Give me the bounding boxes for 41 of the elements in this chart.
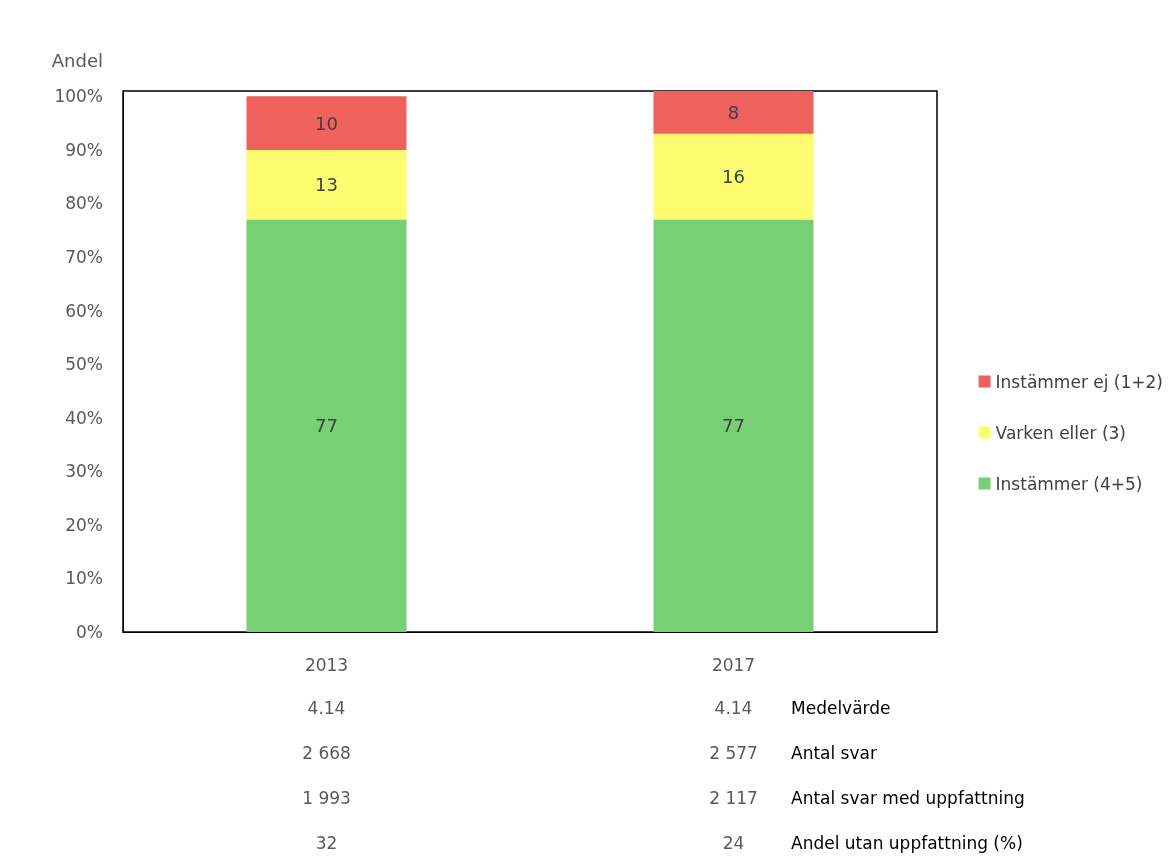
legend-label: Instämmer (4+5) [995, 473, 1143, 494]
bar [653, 219, 814, 632]
data-label: 77 [722, 415, 745, 437]
x-tick-label: 2017 [711, 654, 756, 675]
data-label: 8 [727, 101, 740, 123]
y-tick-label: 100% [54, 86, 103, 107]
legend-label: Instämmer ej (1+2) [995, 371, 1164, 392]
legend-label: Varken eller (3) [995, 422, 1127, 443]
y-tick-label: 20% [65, 514, 103, 535]
data-label: 77 [315, 415, 338, 437]
y-tick-label: 0% [76, 622, 103, 642]
bar [653, 133, 814, 220]
y-tick-label: 60% [65, 300, 103, 321]
text: 4.14 [307, 698, 346, 718]
y-axis-title: Andel [51, 49, 103, 71]
data-label: 10 [315, 112, 338, 134]
bar [653, 91, 814, 134]
text: 1 993 [302, 788, 351, 808]
y-tick-label: 90% [65, 139, 103, 160]
y-tick-label: 40% [65, 407, 103, 428]
data-label: 16 [722, 166, 745, 188]
y-tick-label: 70% [65, 247, 103, 268]
text: Medelvärde [791, 698, 891, 718]
text: Andel utan uppfattning (%) [791, 833, 1023, 853]
text: 24 [722, 833, 745, 853]
bar [246, 149, 407, 220]
y-tick-label: 30% [65, 461, 103, 482]
text: 2 117 [709, 788, 758, 808]
data-label: 13 [315, 174, 338, 196]
text: Antal svar med uppfattning [791, 788, 1025, 808]
text: 2 668 [302, 743, 351, 763]
text: Antal svar [791, 743, 877, 763]
text: 4.14 [714, 698, 753, 718]
bar [246, 96, 407, 150]
text: 32 [315, 833, 338, 853]
y-tick-label: 50% [65, 354, 103, 375]
y-tick-label: 80% [65, 193, 103, 214]
text: 2 577 [709, 743, 758, 763]
y-tick-label: 10% [65, 568, 103, 589]
bar [246, 219, 407, 632]
x-tick-label: 2013 [304, 654, 349, 675]
